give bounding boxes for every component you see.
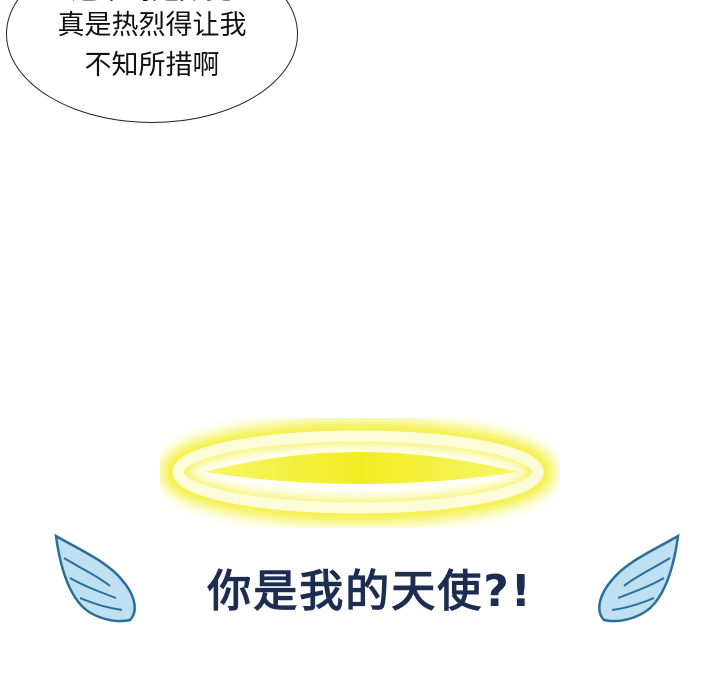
halo-icon <box>160 418 560 528</box>
speech-bubble-line-1: 这个吻是如此 <box>6 0 298 10</box>
left-wing-icon <box>50 528 142 628</box>
caption-title: 你是我的天使?! <box>207 566 533 617</box>
speech-bubble-line-2: 真是热烈得让我 <box>57 10 247 41</box>
right-wing-icon <box>592 528 684 628</box>
speech-bubble-line-3: 不知所措啊 <box>84 50 220 81</box>
